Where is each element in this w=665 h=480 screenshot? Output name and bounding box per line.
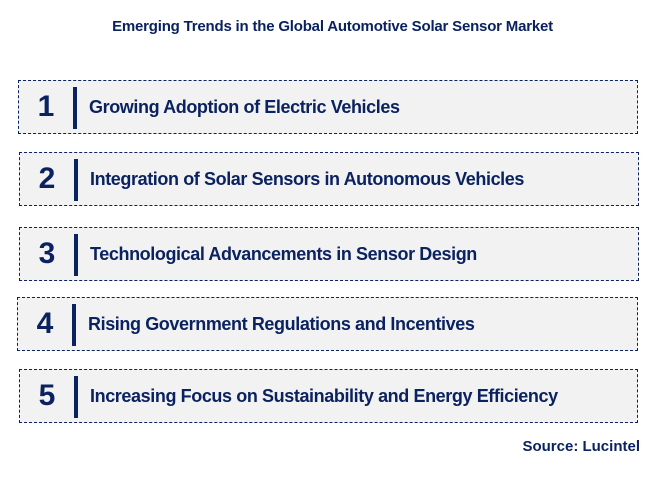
trend-item-4: 4 Rising Government Regulations and Ince… <box>17 297 638 351</box>
trend-label: Rising Government Regulations and Incent… <box>88 313 475 334</box>
trend-label: Integration of Solar Sensors in Autonomo… <box>90 168 525 189</box>
divider-bar <box>74 376 78 418</box>
trend-number: 4 <box>36 307 54 340</box>
trend-label: Growing Adoption of Electric Vehicles <box>89 96 400 117</box>
trend-number: 5 <box>38 379 56 412</box>
diagram-title: Emerging Trends in the Global Automotive… <box>112 18 553 35</box>
trend-number: 1 <box>37 90 55 123</box>
trend-item-5: 5 Increasing Focus on Sustainability and… <box>19 369 638 423</box>
trend-item-1: 1 Growing Adoption of Electric Vehicles <box>18 80 638 134</box>
divider-bar <box>74 159 78 201</box>
divider-bar <box>73 87 77 129</box>
trend-item-2: 2 Integration of Solar Sensors in Autono… <box>19 152 639 206</box>
trend-item-3: 3 Technological Advancements in Sensor D… <box>19 227 639 281</box>
divider-bar <box>74 234 78 276</box>
divider-bar <box>72 304 76 346</box>
trend-label: Increasing Focus on Sustainability and E… <box>90 385 558 406</box>
source-label: Source: Lucintel <box>522 438 640 455</box>
trend-number: 3 <box>38 237 56 270</box>
trend-label: Technological Advancements in Sensor Des… <box>90 243 477 264</box>
trend-number: 2 <box>38 162 56 195</box>
